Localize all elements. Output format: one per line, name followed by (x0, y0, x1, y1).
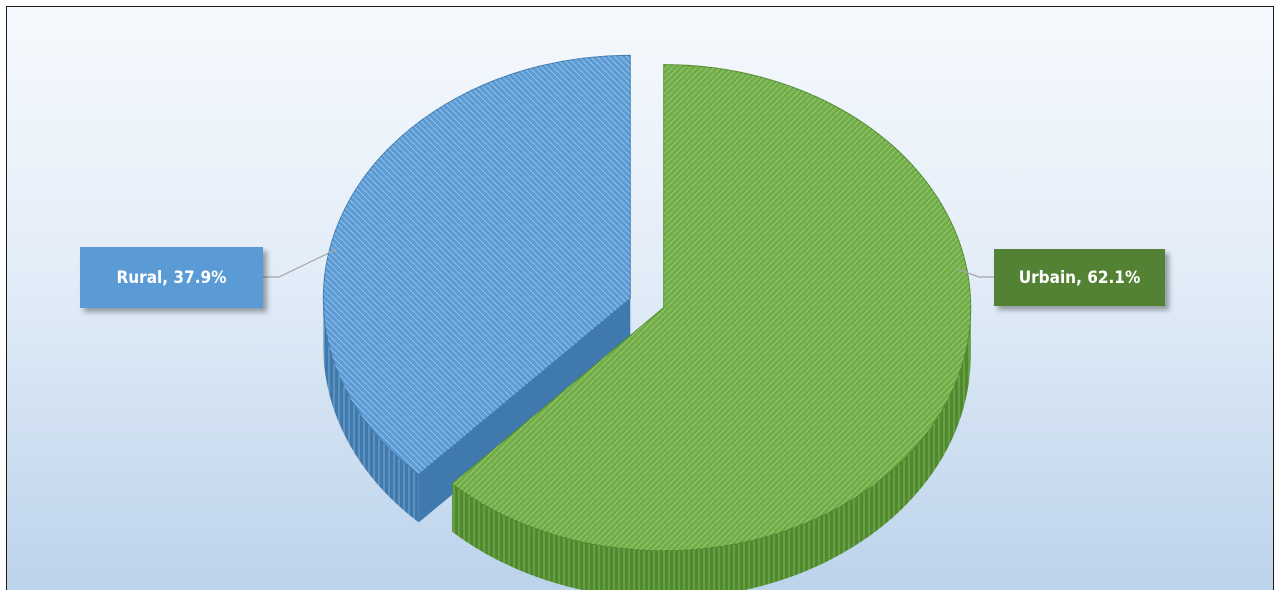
slice-top-texture (452, 64, 971, 551)
pie-slice-urbain (451, 64, 972, 590)
pie-chart (263, 54, 994, 590)
leader-line-rural (263, 248, 338, 278)
slice-side-texture (323, 298, 419, 523)
pie-slice-rural (322, 54, 631, 523)
data-label-urbain: Urbain, 62.1% (994, 249, 1165, 306)
slice-side-texture (452, 307, 971, 590)
chart-area: Rural, 37.9% Urbain, 62.1% (6, 6, 1274, 590)
slice-top-texture (323, 55, 631, 475)
slice-cut-face (418, 298, 631, 523)
leader-line-urbain (956, 268, 994, 278)
data-label-rural: Rural, 37.9% (80, 247, 263, 308)
